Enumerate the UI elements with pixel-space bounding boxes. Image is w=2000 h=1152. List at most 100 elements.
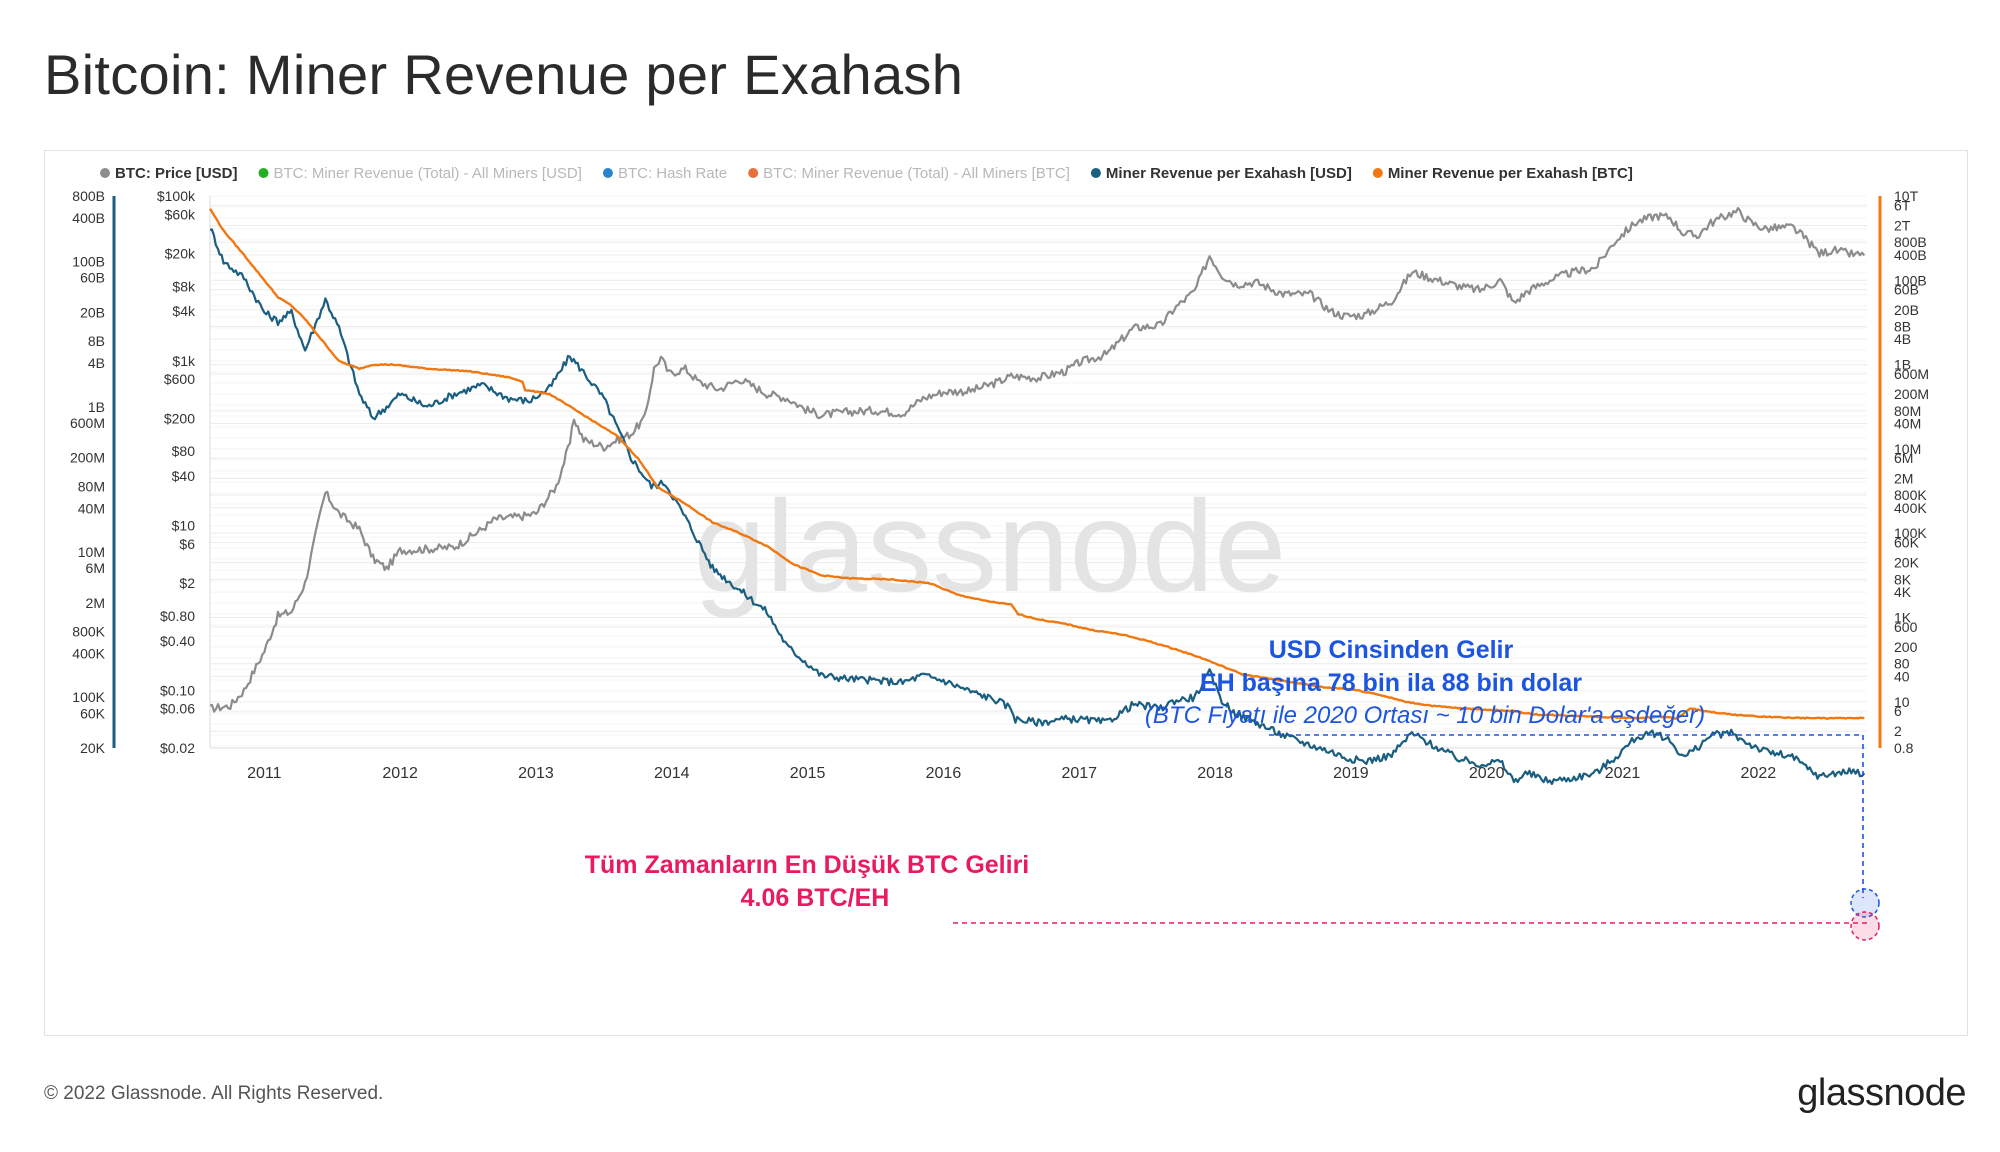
far-left-axis-tick-0: 800B	[72, 188, 105, 204]
price-axis-tick-17: $0.02	[160, 740, 195, 756]
right-axis-tick-9: 4B	[1894, 331, 1911, 347]
far-left-axis-tick-1: 400B	[72, 210, 105, 226]
right-axis-tick-4: 400B	[1894, 247, 1927, 263]
axes: 10T6T2T800B400B100B60B20B8B4B1B600M200M8…	[70, 188, 1929, 782]
price-axis-tick-15: $0.10	[160, 682, 195, 698]
right-axis-tick-15: 10M	[1894, 441, 1921, 457]
usd-note-line1: USD Cinsinden Gelir	[1269, 636, 1514, 664]
price-axis-tick-14: $0.40	[160, 633, 195, 649]
far-left-axis-tick-8: 600M	[70, 415, 105, 431]
legend-label-2: BTC: Hash Rate	[618, 165, 727, 182]
price-axis-tick-2: $20k	[165, 246, 196, 262]
price-axis-tick-16: $0.06	[160, 701, 195, 717]
price-axis-tick-8: $80	[172, 443, 196, 459]
price-axis-tick-11: $6	[179, 536, 195, 552]
right-axis-tick-19: 400K	[1894, 500, 1927, 516]
far-left-axis-tick-9: 200M	[70, 450, 105, 466]
right-axis-tick-8: 8B	[1894, 319, 1911, 335]
right-axis-tick-17: 2M	[1894, 470, 1913, 486]
legend-label-3: BTC: Miner Revenue (Total) - All Miners …	[763, 165, 1070, 182]
usd-note-line2: EH başına 78 bin ila 88 bin dolar	[1200, 669, 1582, 697]
far-left-axis-tick-11: 40M	[78, 500, 105, 516]
legend-swatch-5	[1372, 168, 1383, 178]
right-axis-tick-10: 1B	[1894, 357, 1911, 373]
right-axis-tick-33: 0.8	[1894, 740, 1914, 756]
legend-label-0: BTC: Price [USD]	[115, 165, 238, 182]
far-left-axis-tick-15: 800K	[72, 624, 105, 640]
legend-label-4: Miner Revenue per Exahash [USD]	[1106, 165, 1352, 182]
x-tick-0: 2011	[247, 765, 282, 782]
far-left-axis-tick-7: 1B	[88, 399, 105, 415]
legend-swatch-0	[100, 168, 110, 178]
legend-swatch-4	[1090, 168, 1101, 178]
right-axis-tick-18: 800K	[1894, 487, 1927, 503]
x-tick-2: 2013	[518, 765, 554, 782]
price-axis-tick-6: $600	[164, 371, 195, 387]
copyright: © 2022 Glassnode. All Rights Reserved.	[44, 1083, 384, 1104]
right-axis-tick-27: 200	[1894, 639, 1918, 655]
right-axis-tick-7: 20B	[1894, 302, 1919, 318]
series-line-0	[209, 206, 1866, 713]
right-axis-tick-25: 1K	[1894, 609, 1912, 625]
right-axis-tick-20: 100K	[1894, 525, 1927, 541]
far-left-axis-tick-16: 400K	[72, 646, 105, 662]
price-axis-tick-3: $8k	[172, 278, 196, 294]
x-tick-8: 2019	[1333, 765, 1369, 782]
far-left-axis-tick-13: 6M	[86, 560, 105, 576]
far-left-axis-tick-17: 100K	[72, 689, 105, 705]
right-axis-tick-11: 600M	[1894, 366, 1929, 382]
right-axis-tick-21: 60K	[1894, 535, 1920, 551]
right-axis-tick-2: 2T	[1894, 217, 1911, 233]
usd-note-guide	[1269, 734, 1864, 898]
x-tick-3: 2014	[654, 765, 690, 782]
x-tick-5: 2016	[926, 765, 962, 782]
right-axis-tick-31: 6	[1894, 703, 1902, 719]
right-axis-tick-22: 20K	[1894, 555, 1920, 571]
right-axis-tick-5: 100B	[1894, 272, 1927, 288]
x-tick-4: 2015	[790, 765, 826, 782]
x-tick-1: 2012	[382, 765, 418, 782]
right-axis-tick-32: 2	[1894, 723, 1902, 739]
x-tick-11: 2022	[1741, 765, 1777, 782]
right-axis-tick-24: 4K	[1894, 584, 1912, 600]
btc-note-line2: 4.06 BTC/EH	[741, 884, 890, 912]
page-title: Bitcoin: Miner Revenue per Exahash	[44, 43, 964, 106]
watermark: glassnode	[694, 473, 1287, 619]
chart-panel: BTC: Price [USD] BTC: Miner Revenue (Tota…	[44, 150, 1968, 1036]
right-axis-tick-12: 200M	[1894, 386, 1929, 402]
right-axis-tick-14: 40M	[1894, 416, 1921, 432]
chart: BTC: Price [USD] BTC: Miner Revenue (Tota…	[70, 165, 1929, 941]
far-left-axis-tick-4: 20B	[80, 304, 105, 320]
price-axis-tick-5: $1k	[172, 353, 196, 369]
right-axis-tick-6: 60B	[1894, 282, 1919, 298]
far-left-axis-tick-14: 2M	[86, 595, 105, 611]
far-left-axis-tick-18: 60K	[80, 705, 106, 721]
series-layer	[209, 206, 1866, 786]
far-left-axis-tick-2: 100B	[72, 254, 105, 270]
legend-label-1: BTC: Miner Revenue (Total) - All Miners …	[274, 165, 582, 182]
right-axis-tick-13: 80M	[1894, 403, 1921, 419]
far-left-axis-tick-12: 10M	[78, 544, 105, 560]
price-axis-tick-13: $0.80	[160, 608, 195, 624]
legend-label-5: Miner Revenue per Exahash [BTC]	[1388, 165, 1633, 182]
right-axis-tick-16: 6M	[1894, 450, 1913, 466]
grid	[210, 195, 1867, 749]
price-axis-tick-4: $4k	[172, 303, 196, 319]
x-tick-9: 2020	[1469, 765, 1505, 782]
far-left-axis-tick-3: 60B	[80, 270, 105, 286]
right-axis-tick-29: 40	[1894, 668, 1910, 684]
x-tick-6: 2017	[1061, 765, 1097, 782]
legend-swatch-3	[748, 168, 759, 178]
price-axis-tick-12: $2	[179, 575, 195, 591]
right-axis-tick-1: 6T	[1894, 197, 1911, 213]
price-axis-tick-1: $60k	[165, 206, 196, 222]
btc-note-line1: Tüm Zamanların En Düşük BTC Geliri	[585, 851, 1030, 879]
right-axis-tick-0: 10T	[1894, 188, 1919, 204]
far-left-axis-tick-19: 20K	[80, 740, 106, 756]
right-axis-tick-23: 8K	[1894, 571, 1912, 587]
x-tick-10: 2021	[1605, 765, 1641, 782]
usd-note-line3: (BTC Fiyatı ile 2020 Ortası ~ 10 bin Dol…	[1145, 702, 1705, 729]
price-axis-tick-7: $200	[164, 410, 195, 426]
right-axis-tick-28: 80	[1894, 656, 1910, 672]
price-axis-tick-0: $100k	[157, 188, 196, 204]
